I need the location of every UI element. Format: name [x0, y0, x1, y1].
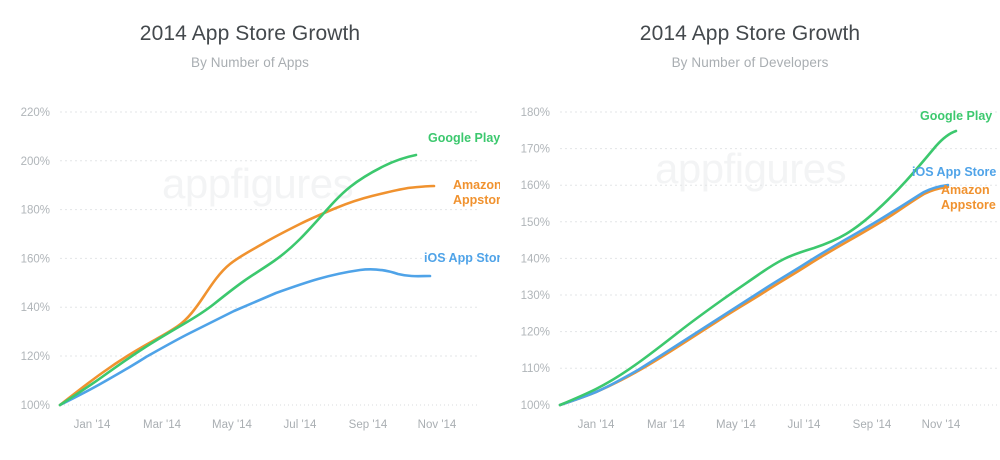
- chart-panel-apps: 2014 App Store Growth By Number of Apps …: [21, 22, 500, 431]
- watermark-appfigures: appfigures: [162, 160, 353, 207]
- y-tick-label: 140%: [521, 253, 550, 265]
- y-tick-label: 120%: [21, 351, 50, 363]
- y-tick-label: 180%: [521, 107, 550, 119]
- x-axis-developers: Jan '14 Mar '14 May '14 Jul '14 Sep '14 …: [578, 419, 961, 431]
- chart-panel-developers: 2014 App Store Growth By Number of Devel…: [500, 0, 1000, 460]
- x-tick-label: Jul '14: [284, 419, 317, 431]
- plot-area-developers: appfigures 180% 170% 160: [500, 0, 1000, 460]
- series-label-amazon: Amazon: [941, 183, 990, 197]
- x-tick-label: Sep '14: [853, 419, 892, 431]
- watermark-appfigures: appfigures: [655, 145, 846, 192]
- series-label-ios: iOS App Store: [912, 165, 996, 179]
- series-label-amazon-line2: Appstore: [453, 193, 500, 207]
- x-tick-label: Mar '14: [143, 419, 182, 431]
- series-label-google-play: Google Play: [920, 109, 992, 123]
- y-tick-label: 140%: [21, 302, 50, 314]
- y-tick-label: 220%: [21, 107, 50, 119]
- series-label-ios: iOS App Store: [424, 251, 500, 265]
- y-tick-label: 100%: [521, 400, 550, 412]
- y-tick-label: 160%: [21, 253, 50, 265]
- y-axis-developers: 180% 170% 160% 150% 140% 130% 120% 110% …: [521, 107, 550, 412]
- x-tick-label: Nov '14: [922, 419, 961, 431]
- series-label-google-play: Google Play: [428, 131, 500, 145]
- series-line-amazon: [58, 184, 436, 407]
- series-line-google-play: [58, 153, 418, 407]
- y-axis-apps: 220% 200% 180% 160% 140% 120% 100%: [21, 107, 50, 412]
- y-tick-label: 160%: [521, 180, 550, 192]
- x-tick-label: Mar '14: [647, 419, 686, 431]
- x-tick-label: Sep '14: [349, 419, 388, 431]
- y-tick-label: 130%: [521, 290, 550, 302]
- series-label-amazon: Amazon: [453, 178, 500, 192]
- plot-area-apps: appfigures 220% 200% 180% 160%: [21, 107, 500, 431]
- x-axis-apps: Jan '14 Mar '14 May '14 Jul '14 Sep '14 …: [74, 419, 457, 431]
- y-tick-label: 100%: [21, 400, 50, 412]
- series-line-google-play: [558, 129, 958, 407]
- y-tick-label: 170%: [521, 144, 550, 156]
- x-tick-label: Jan '14: [74, 419, 111, 431]
- y-tick-label: 180%: [21, 205, 50, 217]
- x-tick-label: Jan '14: [578, 419, 615, 431]
- y-tick-label: 150%: [521, 217, 550, 229]
- x-tick-label: Jul '14: [788, 419, 821, 431]
- gridlines-developers: [560, 111, 1000, 406]
- y-tick-label: 200%: [21, 156, 50, 168]
- y-tick-label: 110%: [521, 363, 550, 375]
- y-tick-label: 120%: [521, 327, 550, 339]
- x-tick-label: May '14: [716, 419, 757, 431]
- series-label-amazon-line2: Appstore: [941, 198, 996, 212]
- series-line-ios: [58, 267, 432, 407]
- x-tick-label: May '14: [212, 419, 253, 431]
- gridlines-apps: [60, 111, 478, 406]
- x-tick-label: Nov '14: [418, 419, 457, 431]
- series-line-ios: [558, 183, 950, 407]
